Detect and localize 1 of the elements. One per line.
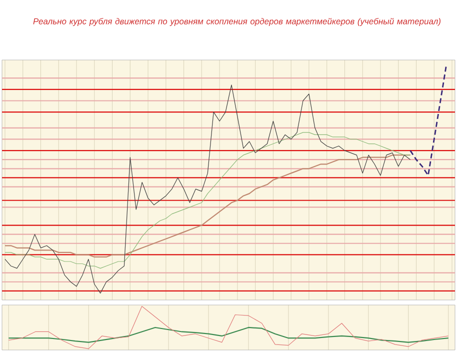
chart-title: Реально курс рубля движется по уровням скопления ордеров маркетмейкеров (учебный материал) [33,18,440,26]
